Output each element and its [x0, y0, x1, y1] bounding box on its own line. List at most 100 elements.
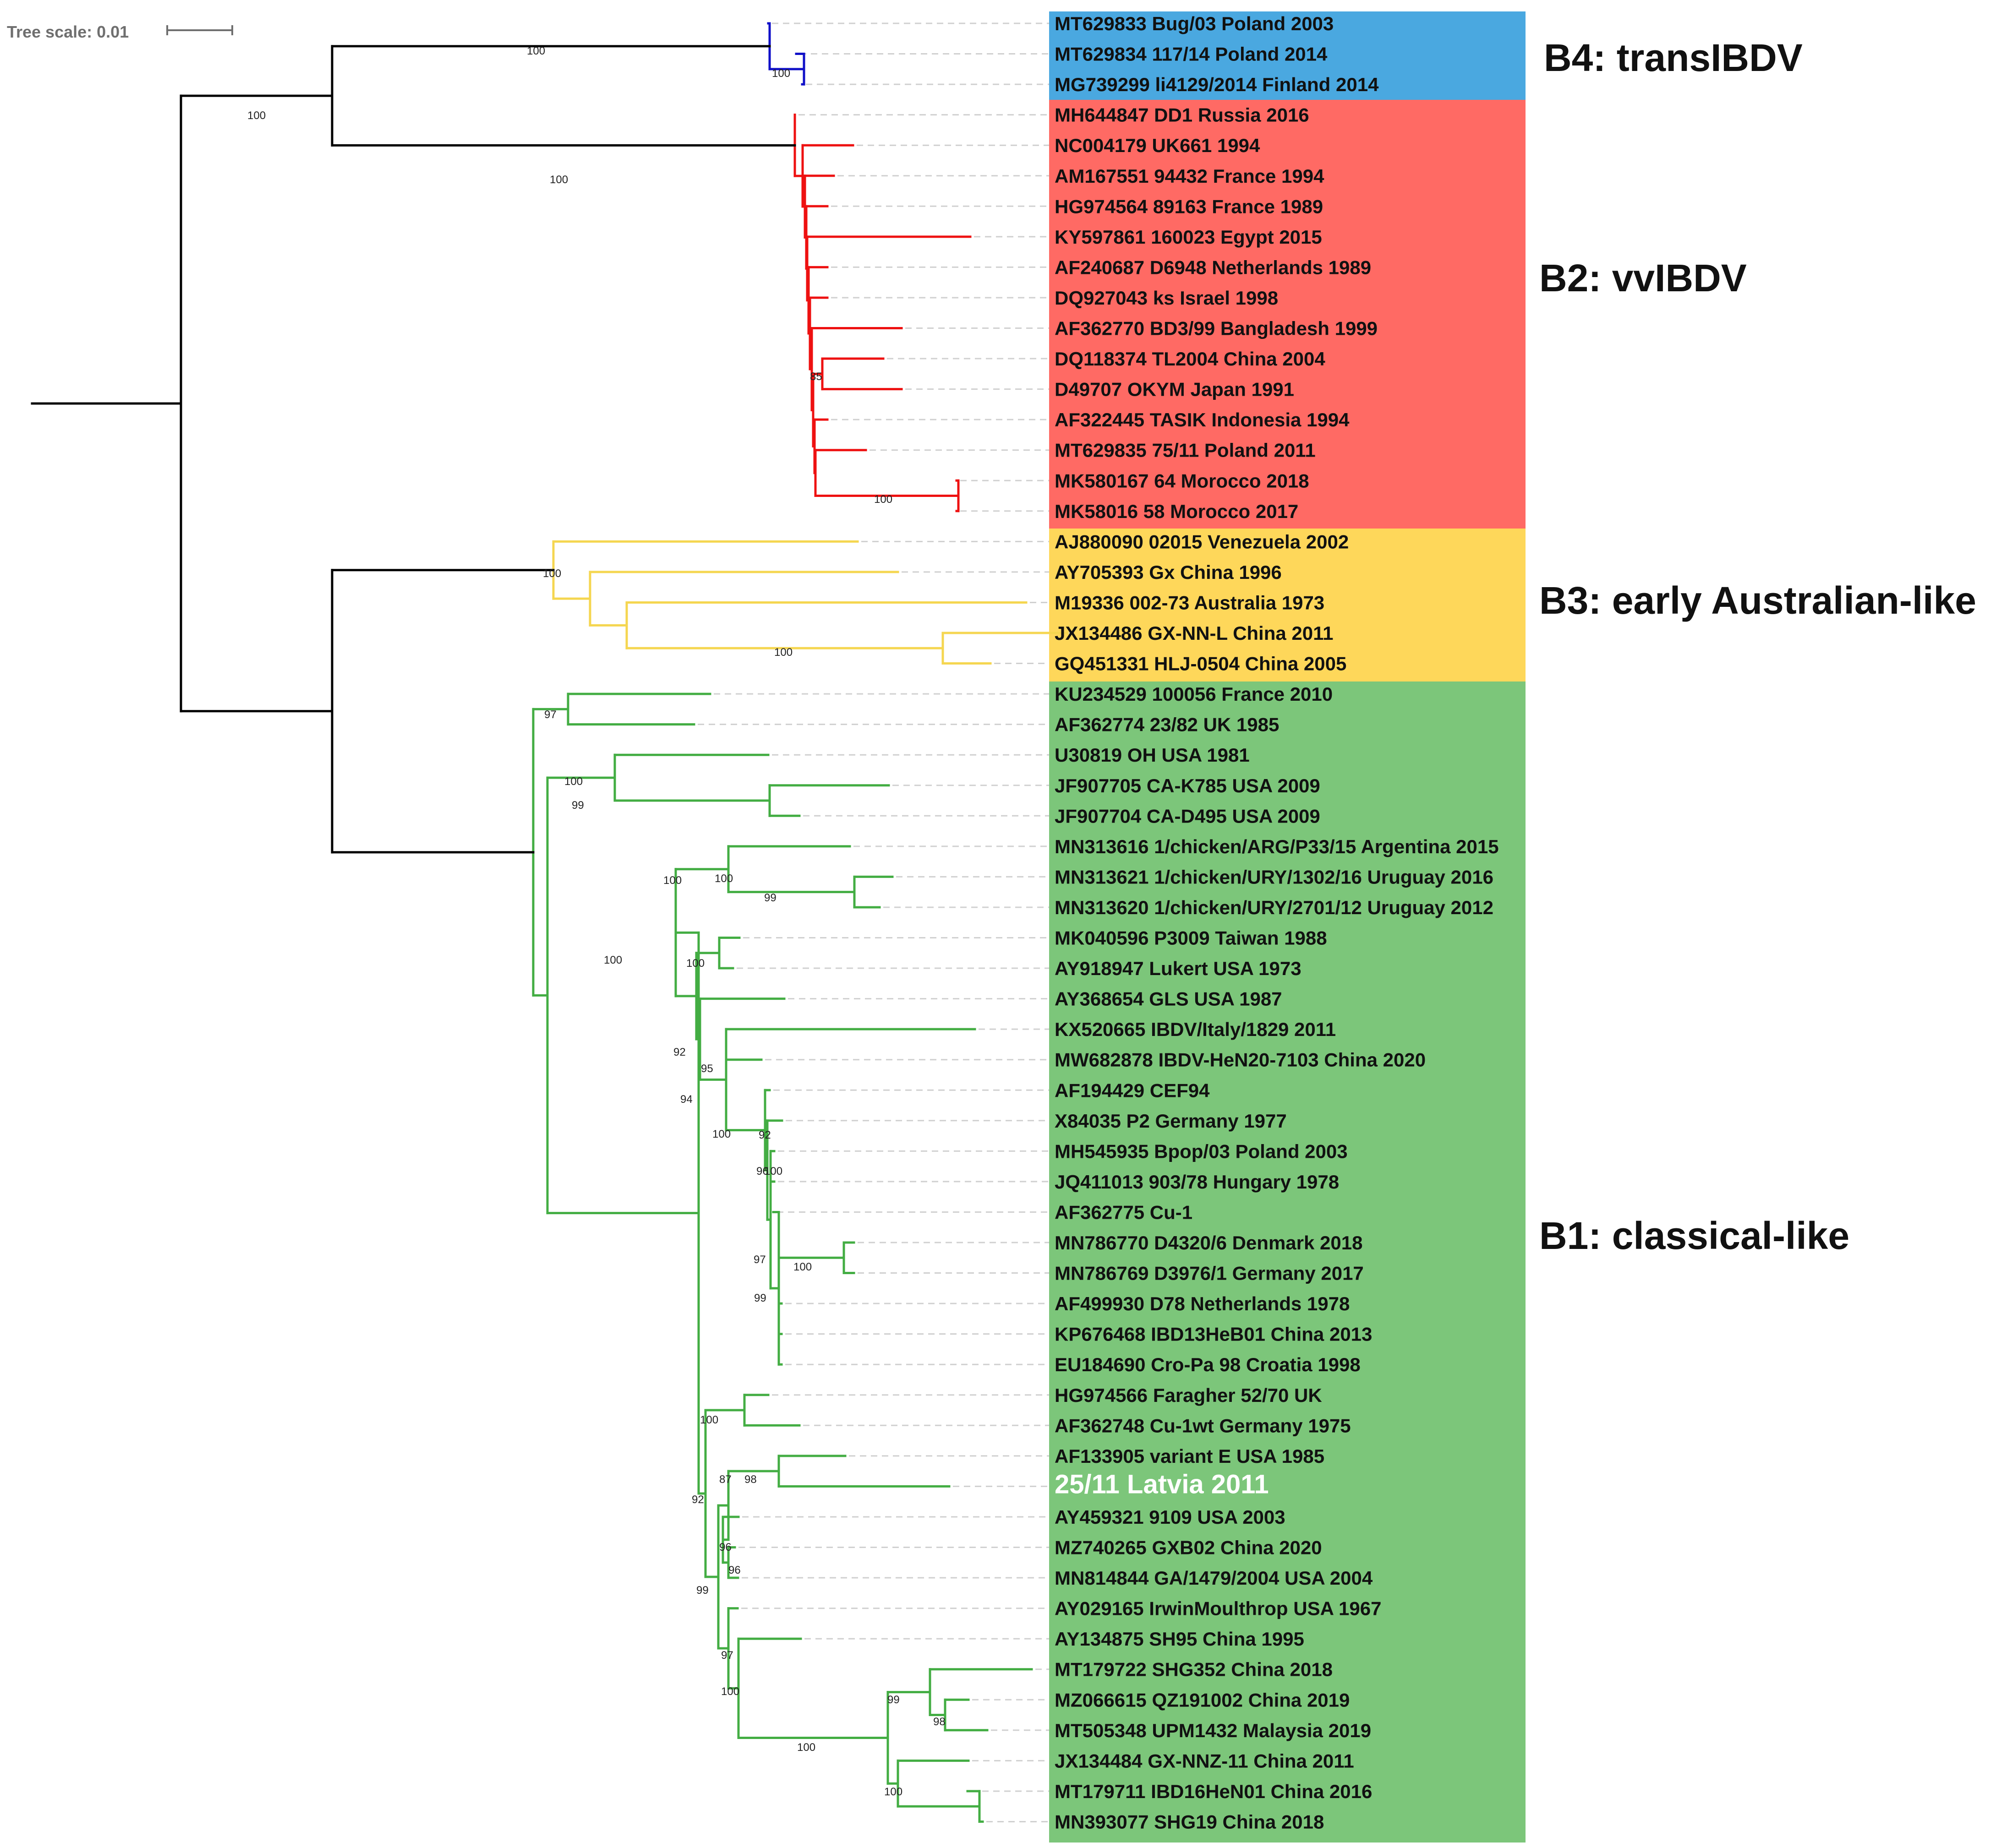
- leaf-label: AF322445 TASIK Indonesia 1994: [1055, 409, 1350, 431]
- leaf-label: MN313616 1/chicken/ARG/P33/15 Argentina …: [1055, 836, 1499, 857]
- leaf-label: MK580167 64 Morocco 2018: [1055, 470, 1309, 491]
- leaf-label: JF907705 CA-K785 USA 2009: [1055, 775, 1320, 796]
- leaf-label: MN814844 GA/1479/2004 USA 2004: [1055, 1567, 1373, 1589]
- bootstrap-value: 99: [696, 1584, 709, 1597]
- leaf-label: MN313621 1/chicken/URY/1302/16 Uruguay 2…: [1055, 866, 1493, 888]
- tree-scale-label: Tree scale: 0.01: [7, 22, 129, 41]
- leaf-label: KY597861 160023 Egypt 2015: [1055, 226, 1322, 248]
- leaf-label: MT629835 75/11 Poland 2011: [1055, 440, 1316, 461]
- bootstrap-value: 100: [550, 174, 568, 186]
- bootstrap-value: 100: [874, 493, 892, 506]
- leaf-label: AF499930 D78 Netherlands 1978: [1055, 1293, 1350, 1314]
- leaf-guides: [698, 22, 1071, 1822]
- bootstrap-value: 100: [764, 1165, 782, 1177]
- leaf-label: NC004179 UK661 1994: [1055, 135, 1260, 156]
- bootstrap-value: 100: [604, 954, 622, 966]
- bootstrap-value: 100: [543, 567, 561, 580]
- leaf-label: MK040596 P3009 Taiwan 1988: [1055, 927, 1327, 949]
- leaf-label: MT505348 UPM1432 Malaysia 2019: [1055, 1720, 1371, 1741]
- bootstrap-value: 100: [715, 872, 733, 885]
- bootstrap-value: 94: [680, 1093, 693, 1106]
- leaf-label: HG974566 Faragher 52/70 UK: [1055, 1385, 1322, 1406]
- bootstrap-value: 100: [797, 1741, 815, 1754]
- bootstrap-value: 100: [686, 957, 705, 970]
- bootstrap-value: 100: [721, 1685, 739, 1698]
- leaf-label: MK58016 58 Morocco 2017: [1055, 501, 1298, 522]
- bootstrap-value: 95: [701, 1063, 713, 1075]
- leaf-label: MN393077 SHG19 China 2018: [1055, 1811, 1324, 1832]
- leaf-label: KU234529 100056 France 2010: [1055, 683, 1333, 705]
- leaf-label: M19336 002-73 Australia 1973: [1055, 592, 1324, 613]
- leaf-label: DQ927043 ks Israel 1998: [1055, 287, 1278, 309]
- leaf-label: EU184690 Cro-Pa 98 Croatia 1998: [1055, 1354, 1361, 1375]
- leaf-label: MT629833 Bug/03 Poland 2003: [1055, 13, 1334, 34]
- tree-scale-bar: [166, 25, 233, 35]
- leaf-label: MN786770 D4320/6 Denmark 2018: [1055, 1232, 1362, 1254]
- leaf-label: MN313620 1/chicken/URY/2701/12 Uruguay 2…: [1055, 897, 1493, 918]
- leaf-label: AF362775 Cu-1: [1055, 1201, 1192, 1223]
- bootstrap-value: 97: [544, 709, 557, 721]
- leaf-label: MH545935 Bpop/03 Poland 2003: [1055, 1140, 1348, 1162]
- bootstrap-value: 100: [793, 1261, 812, 1273]
- bootstrap-value: 100: [774, 646, 793, 659]
- leaf-label: KP676468 IBD13HeB01 China 2013: [1055, 1324, 1372, 1345]
- leaf-label: AY029165 IrwinMoulthrop USA 1967: [1055, 1598, 1381, 1619]
- bootstrap-value: 96: [728, 1564, 741, 1576]
- bootstrap-value: 100: [564, 775, 583, 788]
- leaf-label: AF362770 BD3/99 Bangladesh 1999: [1055, 318, 1378, 339]
- leaf-label: AY368654 GLS USA 1987: [1055, 988, 1282, 1010]
- leaf-label: MT179722 SHG352 China 2018: [1055, 1659, 1333, 1680]
- leaf-label: AY705393 Gx China 1996: [1055, 561, 1282, 583]
- clade-box-b4: [1049, 11, 1526, 100]
- bootstrap-value: 100: [884, 1786, 902, 1798]
- leaf-label: AY918947 Lukert USA 1973: [1055, 958, 1302, 979]
- leaf-label: AY459321 9109 USA 2003: [1055, 1506, 1285, 1528]
- leaf-label: AF133905 variant E USA 1985: [1055, 1445, 1324, 1467]
- leaf-label: JF907704 CA-D495 USA 2009: [1055, 805, 1320, 827]
- bootstrap-value: 99: [764, 892, 777, 904]
- leaf-label: MN786769 D3976/1 Germany 2017: [1055, 1263, 1364, 1284]
- bootstrap-value: 92: [692, 1494, 704, 1506]
- bootstrap-value: 99: [754, 1292, 766, 1304]
- leaf-label: U30819 OH USA 1981: [1055, 744, 1250, 766]
- bootstrap-value: 98: [933, 1716, 946, 1728]
- leaf-label: AJ880090 02015 Venezuela 2002: [1055, 531, 1349, 552]
- leaf-label: AY134875 SH95 China 1995: [1055, 1628, 1304, 1650]
- leaf-label: D49707 OKYM Japan 1991: [1055, 379, 1294, 400]
- bootstrap-value: 100: [527, 45, 545, 57]
- bootstrap-value: 87: [719, 1473, 732, 1486]
- tree-branches: [31, 22, 1069, 1823]
- bootstrap-value: 96: [719, 1541, 732, 1554]
- leaf-label: MT629834 117/14 Poland 2014: [1055, 44, 1328, 65]
- leaf-label: DQ118374 TL2004 China 2004: [1055, 348, 1325, 370]
- leaf-label: AM167551 94432 France 1994: [1055, 165, 1324, 187]
- bootstrap-value: 100: [772, 67, 790, 80]
- leaf-label: JQ411013 903/78 Hungary 1978: [1055, 1171, 1339, 1193]
- bootstrap-value: 97: [721, 1649, 733, 1662]
- leaf-label: AF362774 23/82 UK 1985: [1055, 714, 1279, 736]
- bootstrap-value: 100: [247, 109, 266, 122]
- leaf-label: JX134484 GX-NNZ-11 China 2011: [1055, 1750, 1354, 1772]
- leaf-labels: MT629833 Bug/03 Poland 2003 MT629834 117/…: [1055, 13, 1499, 1832]
- bootstrap-value: 99: [572, 799, 584, 812]
- leaf-label: MW682878 IBDV-HeN20-7103 China 2020: [1055, 1049, 1426, 1071]
- clade-label-b3: B3: early Australian-like: [1539, 579, 1976, 622]
- bootstrap-values: 100 100 100 100 100 100 85 100 97 100 99 100 100 99 10…: [247, 45, 946, 1798]
- leaf-label: AF240687 D6948 Netherlands 1989: [1055, 256, 1371, 278]
- clade-box-b3: [1049, 529, 1526, 681]
- leaf-label: MG739299 li4129/2014 Finland 2014: [1055, 74, 1379, 95]
- bootstrap-value: 92: [759, 1129, 771, 1141]
- leaf-label: GQ451331 HLJ-0504 China 2005: [1055, 653, 1346, 675]
- leaf-label: MT179711 IBD16HeN01 China 2016: [1055, 1781, 1372, 1802]
- bootstrap-value: 92: [673, 1046, 686, 1058]
- bootstrap-value: 100: [712, 1128, 731, 1140]
- clade-box-b2: [1049, 100, 1526, 529]
- bootstrap-value: 98: [744, 1473, 757, 1486]
- leaf-label: JX134486 GX-NN-L China 2011: [1055, 622, 1334, 644]
- clade-label-b4: B4: transIBDV: [1544, 36, 1803, 79]
- leaf-label: X84035 P2 Germany 1977: [1055, 1110, 1287, 1132]
- leaf-label: AF194429 CEF94: [1055, 1079, 1210, 1101]
- bootstrap-value: 100: [700, 1414, 718, 1426]
- leaf-label: KX520665 IBDV/Italy/1829 2011: [1055, 1019, 1336, 1040]
